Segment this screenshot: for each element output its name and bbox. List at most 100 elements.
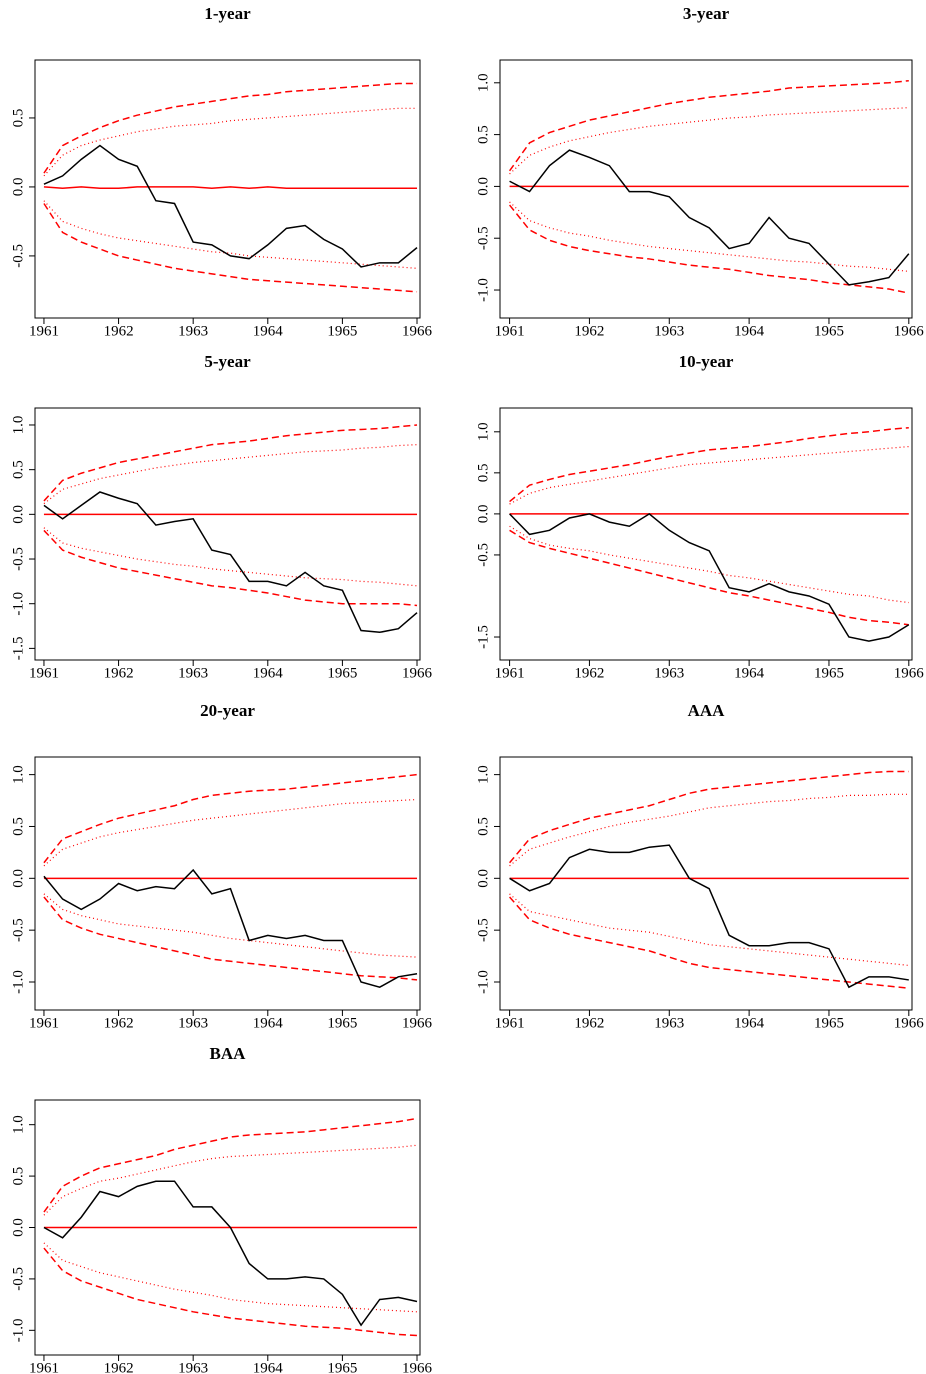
- x-tick-label: 1965: [814, 1015, 844, 1031]
- solid-line: [43, 868, 418, 988]
- y-tick-label: 0.5: [10, 109, 26, 128]
- y-tick-label: 0.5: [10, 460, 26, 479]
- solid-line: [43, 491, 418, 634]
- dashed-line: [508, 204, 909, 294]
- y-tick-label: 0.5: [10, 817, 26, 836]
- dashed-line: [43, 82, 418, 174]
- x-tick-label: 1961: [29, 1360, 59, 1374]
- x-tick-label: 1964: [734, 323, 765, 339]
- solid-line: [43, 144, 418, 268]
- x-tick-label: 1962: [574, 1015, 604, 1031]
- panel-title: 3-year: [683, 4, 730, 23]
- solid-line: [509, 149, 910, 286]
- y-tick-label: 0.5: [475, 463, 491, 482]
- y-tick-label: 0.5: [475, 125, 491, 144]
- x-tick-label: 1964: [253, 323, 284, 339]
- x-tick-label: 1961: [29, 323, 59, 339]
- x-tick-label: 1963: [178, 323, 208, 339]
- plot-frame: [34, 756, 421, 1011]
- x-tick-label: 1961: [495, 323, 525, 339]
- dashed-line: [43, 424, 418, 502]
- y-tick-label: -1.0: [10, 1318, 26, 1342]
- x-tick-label: 1962: [104, 1015, 134, 1031]
- plot-frame: [34, 407, 421, 661]
- x-tick-label: 1963: [654, 323, 684, 339]
- dashed-line: [509, 896, 909, 989]
- panel-title: 20-year: [200, 701, 255, 720]
- x-tick-label: 1966: [894, 665, 925, 681]
- x-tick-label: 1961: [495, 1015, 525, 1031]
- y-tick-label: -0.5: [10, 244, 26, 268]
- y-tick-label: 0.0: [475, 869, 491, 888]
- x-tick-label: 1962: [104, 1360, 134, 1374]
- dashed-line: [508, 79, 909, 172]
- dashed-line: [43, 529, 418, 607]
- x-tick-label: 1961: [29, 1015, 59, 1031]
- plot-frame: [499, 756, 913, 1011]
- panel-title: 10-year: [679, 352, 734, 371]
- solid-line: [509, 512, 910, 642]
- x-tick-label: 1965: [327, 323, 357, 339]
- dotted-line: [43, 1242, 418, 1313]
- dashed-line: [43, 1247, 418, 1337]
- x-tick-label: 1963: [654, 1015, 684, 1031]
- dotted-line: [43, 107, 418, 177]
- dashed-line: [43, 896, 418, 981]
- plot-frame: [499, 59, 913, 319]
- y-tick-label: 1.0: [10, 416, 26, 435]
- x-tick-label: 1962: [104, 323, 134, 339]
- y-tick-label: 0.0: [10, 505, 26, 524]
- x-tick-label: 1961: [29, 665, 59, 681]
- dotted-line: [43, 893, 418, 958]
- panel-title: 1-year: [204, 4, 251, 23]
- panel-title: BAA: [210, 1044, 247, 1063]
- x-tick-label: 1963: [654, 665, 684, 681]
- y-tick-label: 0.0: [10, 178, 26, 197]
- dashed-line: [43, 773, 418, 864]
- y-tick-label: 1.0: [475, 73, 491, 92]
- dotted-line: [509, 201, 909, 272]
- y-tick-label: -1.0: [475, 278, 491, 302]
- y-tick-label: 1.0: [10, 1115, 26, 1134]
- y-tick-label: -1.0: [10, 970, 26, 994]
- panel-title: 5-year: [204, 352, 251, 371]
- y-tick-label: 0.0: [10, 1218, 26, 1237]
- x-tick-label: 1962: [574, 323, 604, 339]
- solid-line: [43, 186, 418, 190]
- panel-title: AAA: [688, 701, 726, 720]
- dotted-line: [43, 798, 418, 867]
- x-tick-label: 1965: [327, 665, 357, 681]
- y-tick-label: -1.0: [475, 970, 491, 994]
- dashed-line: [509, 770, 909, 864]
- y-tick-label: 1.0: [475, 422, 491, 441]
- dashed-line: [43, 1117, 418, 1213]
- dotted-line: [509, 445, 909, 505]
- dotted-line: [509, 893, 909, 967]
- dotted-line: [509, 793, 909, 867]
- solid-line: [43, 1180, 418, 1327]
- x-tick-label: 1963: [178, 1015, 208, 1031]
- dotted-line: [43, 1144, 418, 1216]
- solid-line: [509, 844, 909, 989]
- x-tick-label: 1965: [327, 1360, 357, 1374]
- dashed-line: [43, 203, 418, 293]
- x-tick-label: 1966: [894, 1015, 925, 1031]
- x-tick-label: 1965: [327, 1015, 357, 1031]
- x-tick-label: 1966: [894, 323, 925, 339]
- x-tick-label: 1964: [253, 1015, 284, 1031]
- x-tick-label: 1963: [178, 665, 208, 681]
- y-tick-label: -0.5: [475, 226, 491, 250]
- x-tick-label: 1966: [402, 1015, 433, 1031]
- x-tick-label: 1964: [734, 665, 765, 681]
- y-tick-label: -0.5: [475, 918, 491, 942]
- y-tick-label: -1.5: [475, 625, 491, 649]
- y-tick-label: -0.5: [10, 1267, 26, 1291]
- y-tick-label: -0.5: [10, 918, 26, 942]
- plot-frame: [34, 59, 421, 319]
- x-tick-label: 1966: [402, 323, 433, 339]
- y-tick-label: 0.0: [475, 505, 491, 524]
- y-tick-label: 1.0: [475, 765, 491, 784]
- dotted-line: [43, 200, 418, 269]
- y-tick-label: 0.5: [475, 817, 491, 836]
